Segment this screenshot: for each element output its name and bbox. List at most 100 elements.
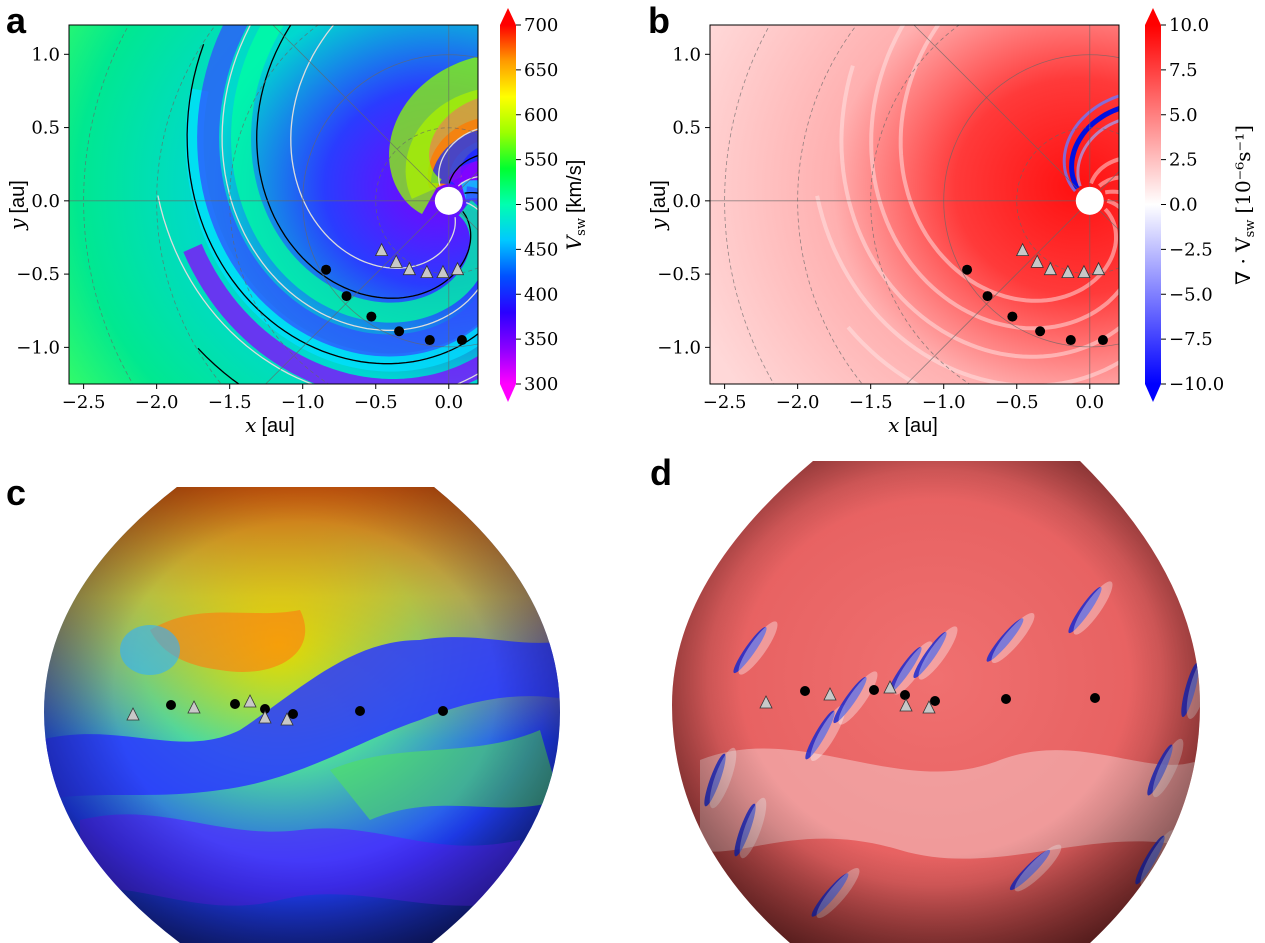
sphere-d <box>672 461 1200 943</box>
colorbar-a-extend-top <box>500 8 516 25</box>
field-line <box>290 25 456 269</box>
xlabel-a: x [au] <box>245 413 295 437</box>
speed-band <box>185 88 478 372</box>
y-tick-label: −1.0 <box>16 337 60 358</box>
observer-triangle <box>899 698 913 712</box>
observer-triangle <box>126 707 140 721</box>
spacecraft-point <box>166 700 176 710</box>
y-tick-label: 0.0 <box>31 191 60 212</box>
rarefaction-band <box>839 65 1119 359</box>
colorbar-tick-label: 7.5 <box>1169 60 1198 81</box>
spacecraft-point <box>869 685 879 695</box>
rarefaction-band <box>869 25 1119 331</box>
observer-triangle <box>922 700 936 714</box>
markers-d <box>759 680 1100 714</box>
spacecraft-point <box>424 335 435 346</box>
rarefaction-band <box>898 25 1118 303</box>
colorbar-a: 700 650 600 550 500 450 400 350 300 Vsw[km/s] <box>500 8 589 402</box>
observer-triangle <box>402 261 416 276</box>
panel-label-a: a <box>6 0 27 41</box>
colorbar-tick-label: 10.0 <box>1169 15 1209 36</box>
x-tick-label: −0.5 <box>995 392 1039 413</box>
polar-grid <box>69 25 478 384</box>
observer-triangle <box>280 712 294 726</box>
spacecraft-point <box>1035 326 1046 337</box>
compression-band <box>1076 119 1119 187</box>
spacecraft-point <box>355 706 365 716</box>
speed-band <box>430 130 478 185</box>
field-line <box>157 176 478 384</box>
spacecraft-point <box>366 311 377 322</box>
colorbar-tick-label: 650 <box>524 60 558 81</box>
stream-spirals <box>157 25 478 384</box>
spacecraft-point <box>321 264 332 275</box>
field-line <box>256 25 472 299</box>
observer-triangle <box>243 694 257 708</box>
colorbar-tick-label: 600 <box>524 105 558 126</box>
spacecraft-point <box>341 291 352 302</box>
markers-b <box>962 242 1108 346</box>
colorbar-tick-label: 2.5 <box>1169 150 1198 171</box>
markers-c <box>126 694 448 726</box>
ylabel-a: y[au] <box>5 180 29 231</box>
observer-triangle <box>436 264 450 279</box>
panel-a: a −2.5 −2.0 −1.5 −1.0 −0.5 0.0 1.0 0.5 0.0 −0.5 −1… <box>5 0 589 437</box>
colorbar-tick-label: −10.0 <box>1169 374 1224 395</box>
spacecraft-point <box>1007 311 1018 322</box>
colorbar-tick-label: 5.0 <box>1169 105 1198 126</box>
x-tick-label: 0.0 <box>434 392 463 413</box>
spacecraft-point <box>456 335 467 346</box>
observer-triangle <box>374 242 389 257</box>
spacecraft-point <box>800 686 810 696</box>
panel-label-b: b <box>648 0 670 41</box>
x-tick-label: −2.5 <box>703 392 747 413</box>
ylabel-b: y[au] <box>646 180 670 231</box>
colorbar-tick-label: −2.5 <box>1169 239 1213 260</box>
y-tick-label: 0.5 <box>31 118 60 139</box>
colorbar-tick-label: 0.0 <box>1169 195 1198 216</box>
colorbar-b: 10.0 7.5 5.0 2.5 0.0 −2.5 −5.0 −7.5 −10.0 ∇ · Vs… <box>1145 8 1258 402</box>
observer-triangle <box>1030 254 1044 268</box>
observer-triangle <box>389 254 403 268</box>
observer-triangle <box>258 710 272 724</box>
y-tick-label: 0.5 <box>672 118 701 139</box>
observer-triangle <box>823 687 837 701</box>
colorbar-tick-label: 450 <box>524 239 558 260</box>
observer-triangle <box>450 261 465 276</box>
spacecraft-point <box>900 690 910 700</box>
colorbar-tick-label: 550 <box>524 150 558 171</box>
xlabel-b: x [au] <box>888 413 938 437</box>
x-tick-label: −1.0 <box>281 392 325 413</box>
compression-band <box>1062 94 1119 193</box>
colorbar-b-label: ∇ · Vsw[10⁻⁶s⁻¹] <box>1231 125 1258 285</box>
x-tick-label: −1.5 <box>849 392 893 413</box>
colorbar-tick-label: 700 <box>524 15 558 36</box>
colorbar-a-bar <box>500 25 516 384</box>
field-line <box>221 25 478 331</box>
spacecraft-point <box>260 704 270 714</box>
panel-b: b −2.5 −2.0 −1.5 −1.0 −0.5 0.0 1.0 0.5 0.0 −0.5 −1… <box>646 0 1258 437</box>
observer-triangle <box>883 680 897 694</box>
panel-label-c: c <box>6 472 26 513</box>
x-tick-label: −1.5 <box>208 392 252 413</box>
observer-triangle <box>1061 264 1075 279</box>
axes-frame-b <box>709 24 1120 385</box>
field-line <box>438 128 478 186</box>
observer-triangle <box>1091 261 1106 276</box>
speed-band <box>389 56 478 215</box>
markers-a <box>321 242 467 346</box>
x-tick-label: −1.0 <box>922 392 966 413</box>
observer-triangle <box>1043 261 1057 276</box>
observer-triangle <box>187 700 201 714</box>
colorbar-tick-label: 350 <box>524 329 558 350</box>
y-tick-label: 1.0 <box>31 44 60 65</box>
field-line <box>186 43 478 365</box>
spacecraft-point <box>1090 693 1100 703</box>
spacecraft-point <box>438 706 448 716</box>
observer-triangle <box>1015 242 1030 257</box>
sun-disk <box>1075 186 1104 215</box>
spacecraft-point <box>230 699 240 709</box>
colorbar-a-extend-bottom <box>500 384 516 402</box>
y-tick-label: 1.0 <box>672 44 701 65</box>
observer-triangle <box>759 695 773 709</box>
